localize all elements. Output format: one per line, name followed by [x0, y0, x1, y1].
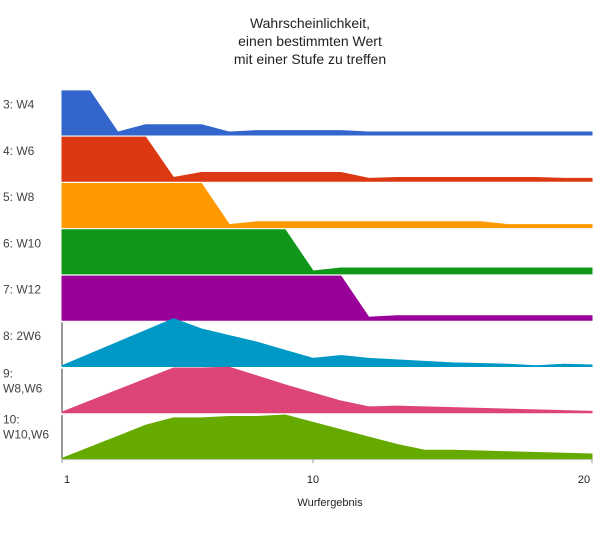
x-tick-label: 20	[578, 474, 590, 486]
series-row: 9:W8,W6	[3, 366, 593, 414]
x-tick-label: 1	[64, 474, 70, 486]
series-label: 5: W8	[3, 190, 35, 204]
x-tick-label: 10	[307, 474, 319, 486]
series-label: 3: W4	[3, 98, 35, 112]
series-row: 5: W8	[3, 182, 593, 229]
chart-title-line: mit einer Stufe zu treffen	[234, 51, 386, 67]
series-label: 4: W6	[3, 144, 35, 158]
series-area	[61, 229, 593, 275]
series-area	[61, 318, 593, 367]
series-area	[61, 90, 593, 136]
series-area	[61, 414, 593, 460]
series-area	[61, 366, 593, 414]
series-label: 8: 2W6	[3, 329, 41, 343]
x-axis: 1 10 20	[61, 459, 593, 486]
series-label: 7: W12	[3, 283, 41, 297]
chart-title: Wahrscheinlichkeit, einen bestimmten Wer…	[234, 15, 386, 67]
series-row: 4: W6	[3, 136, 593, 182]
series-area	[61, 136, 593, 182]
series-label: 6: W10	[3, 236, 41, 250]
series-label: 9:	[3, 366, 13, 380]
chart-title-line: Wahrscheinlichkeit,	[250, 15, 370, 31]
series-label: W8,W6	[3, 381, 43, 395]
series-row: 7: W12	[3, 275, 593, 321]
series-row: 10:W10,W6	[3, 413, 593, 460]
series-label: W10,W6	[3, 428, 49, 442]
series-area	[61, 182, 593, 229]
series-row: 3: W4	[3, 90, 593, 136]
chart-title-line: einen bestimmten Wert	[238, 33, 382, 49]
series-row: 8: 2W6	[3, 318, 593, 367]
series-rows: 3: W4 4: W6 5: W8 6: W10 7: W12 8: 2W6 9:W8,W6…	[3, 90, 593, 460]
series-label: 10:	[3, 413, 20, 427]
x-axis-title: Wurfergebnis	[297, 497, 363, 509]
series-row: 6: W10	[3, 229, 593, 275]
series-area	[61, 275, 593, 321]
